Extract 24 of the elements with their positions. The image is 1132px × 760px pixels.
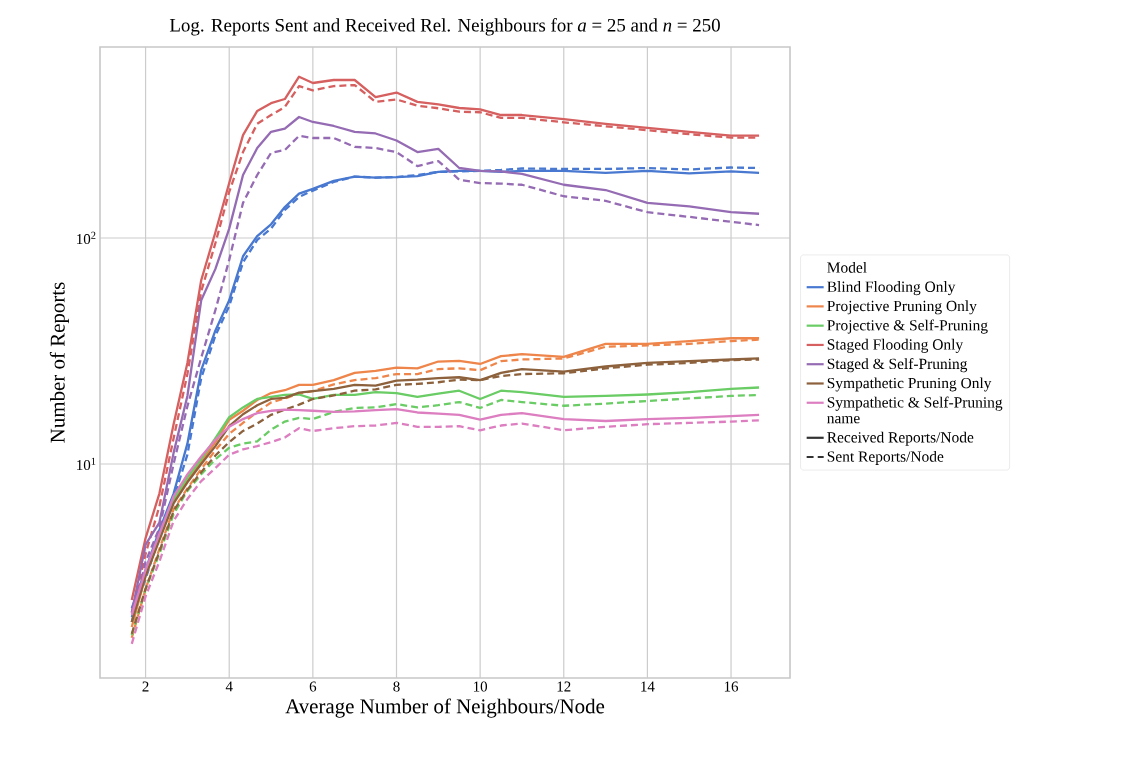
legend-label: Blind Flooding Only	[827, 281, 956, 296]
x-tick-label: 6	[309, 681, 317, 692]
x-axis-title: Average Number of Neighbours/Node	[285, 698, 605, 718]
x-tick-label: 14	[641, 681, 655, 692]
y-axis-title: Number of Reports	[49, 282, 69, 443]
legend-label: Sympathetic Pruning Only	[827, 377, 992, 392]
x-tick-label: 2	[142, 681, 149, 692]
x-tick-label: 4	[225, 681, 233, 692]
x-tick-label: 10	[473, 681, 488, 692]
text: Received Reports/Node	[827, 431, 974, 446]
legend-label: Projective Pruning Only	[827, 300, 977, 315]
x-tick-label: 8	[393, 681, 400, 692]
legend-label: Staged Flooding Only	[827, 338, 964, 353]
y-tick-label: 10$^{1}$	[77, 457, 96, 471]
text: name	[827, 415, 860, 424]
y-tick-label: 10$^{2}$	[77, 231, 96, 245]
text: Sent Reports/Node	[827, 450, 944, 465]
legend-label: Projective & Self-Pruning	[827, 319, 988, 334]
x-tick-label: 12	[557, 681, 571, 692]
legend-label: Staged & Self-Pruning	[827, 358, 968, 373]
legend-title: Model	[827, 261, 867, 273]
legend-label: Sympathetic & Self-Pruning	[827, 396, 1003, 411]
x-tick-label: 16	[724, 681, 739, 692]
chart-title: Log. Reports Sent and Received Rel. Neighbours for a = 25 and n = 250	[169, 18, 720, 36]
